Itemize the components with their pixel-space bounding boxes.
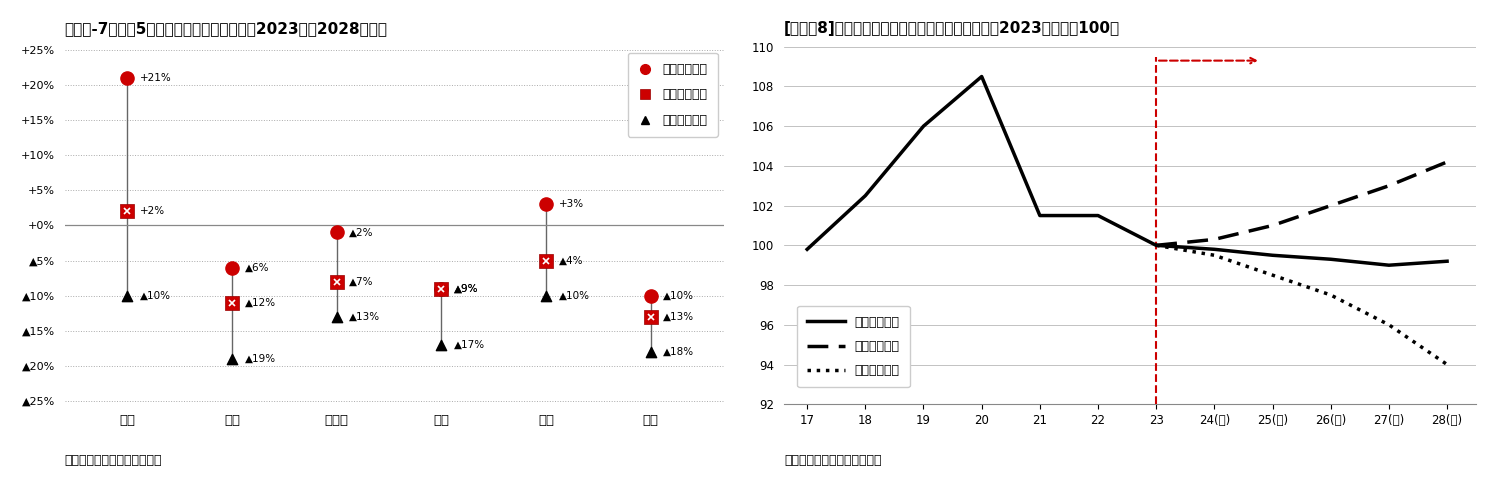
Point	[430, 285, 454, 293]
Point	[639, 313, 663, 321]
Point	[220, 355, 244, 362]
悲観シナリオ	[1263, 272, 1281, 278]
楽観シナリオ	[1439, 159, 1457, 165]
Point	[220, 299, 244, 306]
Point	[430, 341, 454, 349]
Text: （出所）ニッセイ基礎研究所: （出所）ニッセイ基礎研究所	[784, 454, 882, 467]
悲観シナリオ	[1147, 243, 1165, 248]
標準シナリオ	[1205, 246, 1223, 252]
Point	[430, 285, 454, 293]
標準シナリオ	[856, 193, 874, 199]
Text: （出所）ニッセイ基礎研究所: （出所）ニッセイ基礎研究所	[64, 454, 162, 467]
Text: ▲9%: ▲9%	[454, 284, 479, 294]
Text: ▲9%: ▲9%	[454, 284, 479, 294]
標準シナリオ	[973, 74, 991, 80]
標準シナリオ	[1322, 256, 1340, 262]
Text: ▲13%: ▲13%	[349, 312, 380, 322]
Line: 標準シナリオ: 標準シナリオ	[807, 77, 1448, 265]
標準シナリオ	[1088, 213, 1106, 218]
Point	[325, 229, 349, 237]
Point	[534, 257, 558, 265]
Point	[325, 277, 349, 285]
Text: +2%: +2%	[141, 206, 165, 217]
悲観シナリオ	[1439, 361, 1457, 367]
Point	[115, 74, 139, 82]
Line: 悲観シナリオ: 悲観シナリオ	[1156, 246, 1448, 364]
Point	[534, 200, 558, 208]
標準シナリオ	[1439, 258, 1457, 264]
標準シナリオ	[1380, 262, 1398, 268]
Text: ▲10%: ▲10%	[141, 291, 171, 300]
標準シナリオ	[798, 246, 816, 252]
Text: ▲10%: ▲10%	[663, 291, 695, 300]
楽観シナリオ	[1147, 243, 1165, 248]
Line: 楽観シナリオ: 楽観シナリオ	[1156, 162, 1448, 246]
Point	[115, 292, 139, 300]
Text: [図表－8]：ＪＲＥＩＴ保有ビルのＮＯＩ見通し（2023年下期＝100）: [図表－8]：ＪＲＥＩＴ保有ビルのＮＯＩ見通し（2023年下期＝100）	[784, 21, 1120, 36]
Text: ▲19%: ▲19%	[244, 354, 275, 364]
楽観シナリオ	[1263, 222, 1281, 228]
Text: +3%: +3%	[558, 199, 584, 210]
Text: +21%: +21%	[141, 73, 172, 83]
楽観シナリオ	[1322, 203, 1340, 209]
Text: ▲12%: ▲12%	[244, 298, 275, 307]
Point	[639, 292, 663, 300]
Text: ▲6%: ▲6%	[244, 263, 269, 273]
標準シナリオ	[1263, 252, 1281, 258]
Text: ▲18%: ▲18%	[663, 347, 695, 356]
Text: 【図表-7】今後5年間のオフィス賃料予測（2023末～2028年末）: 【図表-7】今後5年間のオフィス賃料予測（2023末～2028年末）	[64, 21, 388, 36]
悲観シナリオ	[1205, 252, 1223, 258]
標準シナリオ	[1147, 243, 1165, 248]
Text: ▲2%: ▲2%	[349, 227, 374, 238]
Point	[220, 264, 244, 272]
Text: ▲7%: ▲7%	[349, 276, 374, 287]
Legend: 楽観シナリオ, 標準シナリオ, 悲観シナリオ: 楽観シナリオ, 標準シナリオ, 悲観シナリオ	[627, 53, 717, 137]
Text: ▲13%: ▲13%	[663, 312, 695, 322]
悲観シナリオ	[1322, 292, 1340, 298]
悲観シナリオ	[1380, 322, 1398, 327]
標準シナリオ	[1031, 213, 1049, 218]
Point	[325, 313, 349, 321]
標準シナリオ	[915, 123, 933, 129]
Point	[115, 208, 139, 216]
Text: ▲17%: ▲17%	[454, 340, 485, 350]
楽観シナリオ	[1205, 237, 1223, 243]
Legend: 標準シナリオ, 楽観シナリオ, 悲観シナリオ: 標準シナリオ, 楽観シナリオ, 悲観シナリオ	[796, 306, 910, 387]
Point	[534, 292, 558, 300]
Text: ▲10%: ▲10%	[558, 291, 590, 300]
楽観シナリオ	[1380, 183, 1398, 189]
Point	[639, 348, 663, 355]
Text: ▲4%: ▲4%	[558, 255, 584, 266]
